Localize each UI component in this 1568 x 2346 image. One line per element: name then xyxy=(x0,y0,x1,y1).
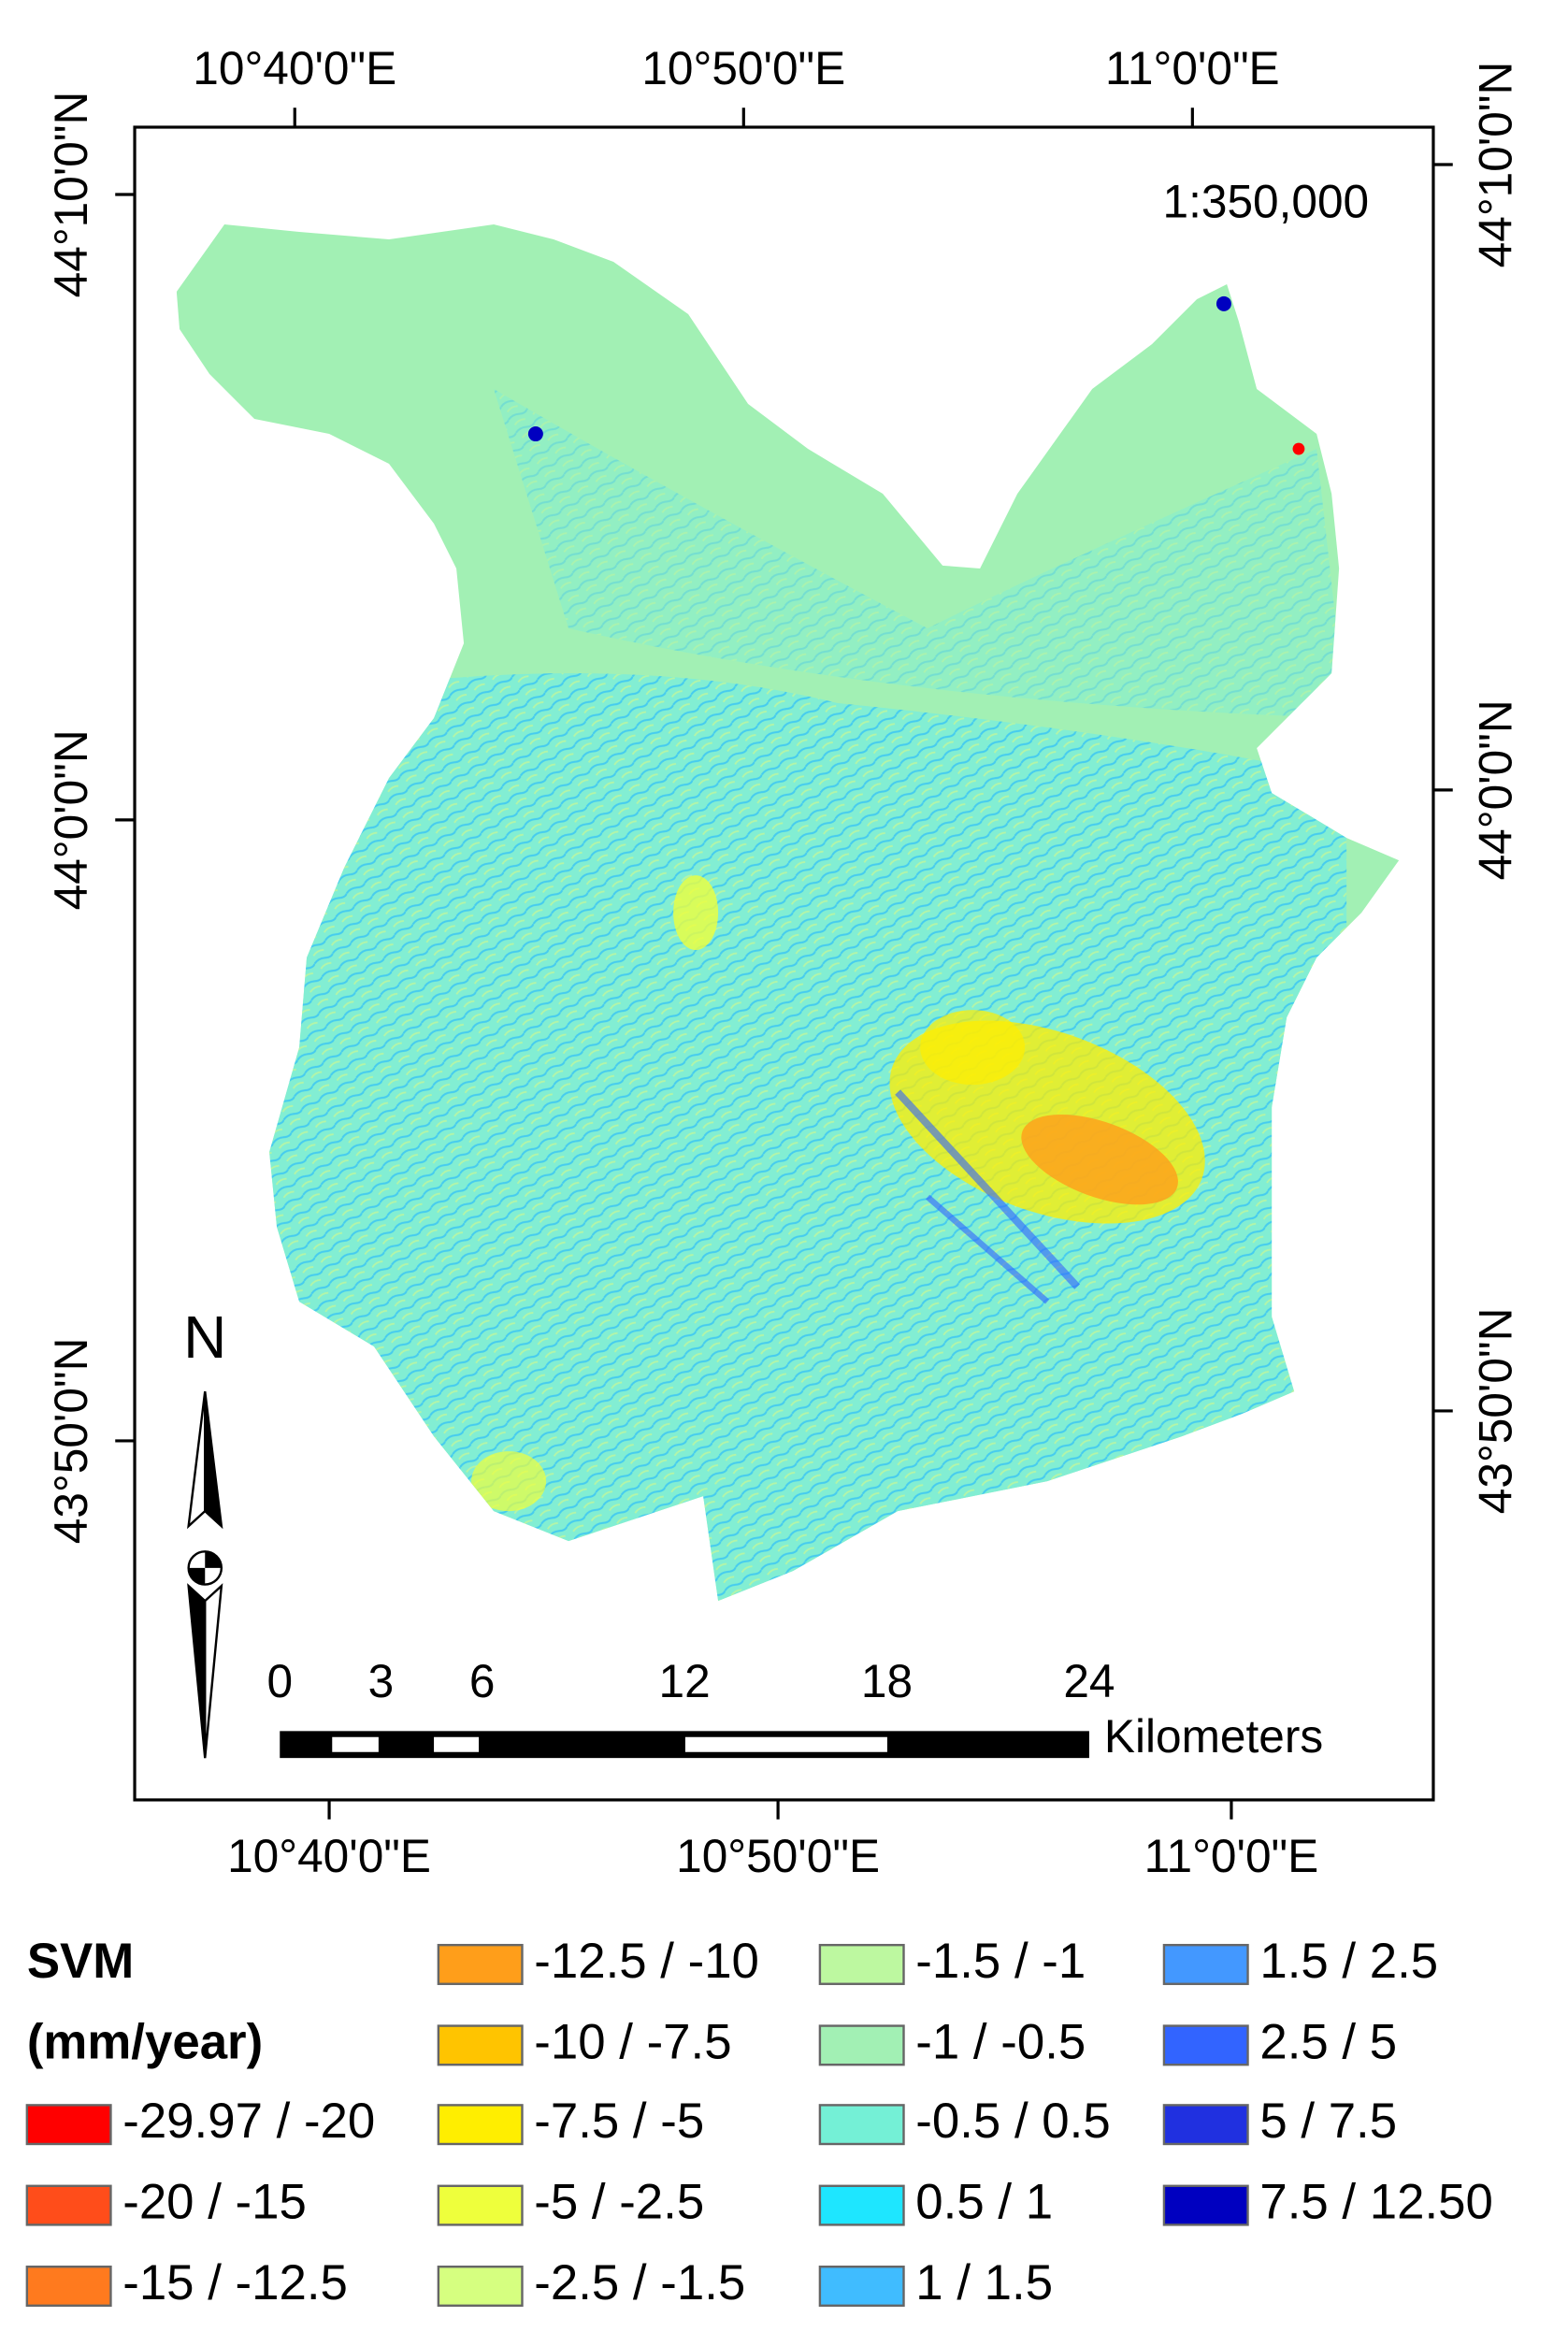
bottom-coord-label: 10°40'0"E xyxy=(227,1830,431,1882)
scale-ratio: 1:350,000 xyxy=(1163,175,1370,227)
scale-tick-label: 0 xyxy=(266,1655,293,1707)
legend-label: -5 / -2.5 xyxy=(534,2175,704,2230)
legend-label: -20 / -15 xyxy=(122,2175,307,2230)
bottom-coord-label: 10°50'0"E xyxy=(676,1830,880,1882)
legend-label: 7.5 / 12.50 xyxy=(1259,2175,1493,2230)
legend-swatch xyxy=(1162,2104,1249,2146)
left-coord-label: 43°50'0"N xyxy=(45,1338,97,1545)
legend-label: -15 / -12.5 xyxy=(122,2255,348,2310)
top-coord-label: 11°0'0"E xyxy=(1105,42,1280,94)
scale-tick-label: 12 xyxy=(659,1655,711,1707)
legend-swatch xyxy=(437,1943,524,1985)
legend-swatch xyxy=(25,2265,112,2307)
legend-swatch xyxy=(437,2265,524,2307)
north-label: N xyxy=(183,1303,226,1371)
legend-swatch xyxy=(437,2024,524,2066)
legend-label: -0.5 / 0.5 xyxy=(915,2094,1110,2149)
map-raster xyxy=(176,224,1400,1602)
scale-unit: Kilometers xyxy=(1104,1710,1323,1763)
legend-label: -7.5 / -5 xyxy=(534,2094,704,2149)
legend-title: SVM xyxy=(27,1934,134,1989)
legend-unit: (mm/year) xyxy=(27,2014,263,2069)
legend-label: 1 / 1.5 xyxy=(915,2255,1053,2310)
map-frame xyxy=(133,125,1435,1802)
legend-swatch xyxy=(818,2024,905,2066)
scale-tick-label: 3 xyxy=(368,1655,395,1707)
legend-label: -1.5 / -1 xyxy=(915,1934,1086,1989)
top-coord-label: 10°50'0"E xyxy=(641,42,845,94)
scale-tick-label: 18 xyxy=(861,1655,913,1707)
legend-label: 5 / 7.5 xyxy=(1259,2094,1397,2149)
legend-label: -10 / -7.5 xyxy=(534,2014,731,2069)
scale-bar xyxy=(280,1731,1089,1759)
left-coord-label: 44°0'0"N xyxy=(45,729,97,910)
legend-swatch xyxy=(25,2104,112,2146)
legend-label: 1.5 / 2.5 xyxy=(1259,1934,1438,1989)
left-coord-label: 44°10'0"N xyxy=(45,92,97,298)
legend-swatch xyxy=(1162,2024,1249,2066)
legend-label: 2.5 / 5 xyxy=(1259,2014,1397,2069)
right-coord-label: 43°50'0"N xyxy=(1469,1308,1521,1515)
legend-swatch xyxy=(1162,1943,1249,1985)
right-coord-label: 44°0'0"N xyxy=(1469,699,1521,880)
legend-swatch xyxy=(818,2104,905,2146)
legend-swatch xyxy=(818,2184,905,2226)
legend-swatch xyxy=(818,2265,905,2307)
scale-tick-label: 24 xyxy=(1063,1655,1115,1707)
legend-swatch xyxy=(437,2184,524,2226)
legend-swatch xyxy=(25,2184,112,2226)
top-coord-label: 10°40'0"E xyxy=(193,42,396,94)
right-coord-label: 44°10'0"N xyxy=(1469,62,1521,268)
legend-label: 0.5 / 1 xyxy=(915,2175,1053,2230)
legend-label: -29.97 / -20 xyxy=(122,2094,375,2149)
legend-swatch xyxy=(1162,2184,1249,2226)
scale-tick-label: 6 xyxy=(469,1655,496,1707)
legend-swatch xyxy=(437,2104,524,2146)
legend-label: -1 / -0.5 xyxy=(915,2014,1086,2069)
legend-swatch xyxy=(818,1943,905,1985)
legend-label: -2.5 / -1.5 xyxy=(534,2255,745,2310)
legend-label: -12.5 / -10 xyxy=(534,1934,759,1989)
bottom-coord-label: 11°0'0"E xyxy=(1144,1830,1319,1882)
north-arrow xyxy=(187,1390,223,1759)
